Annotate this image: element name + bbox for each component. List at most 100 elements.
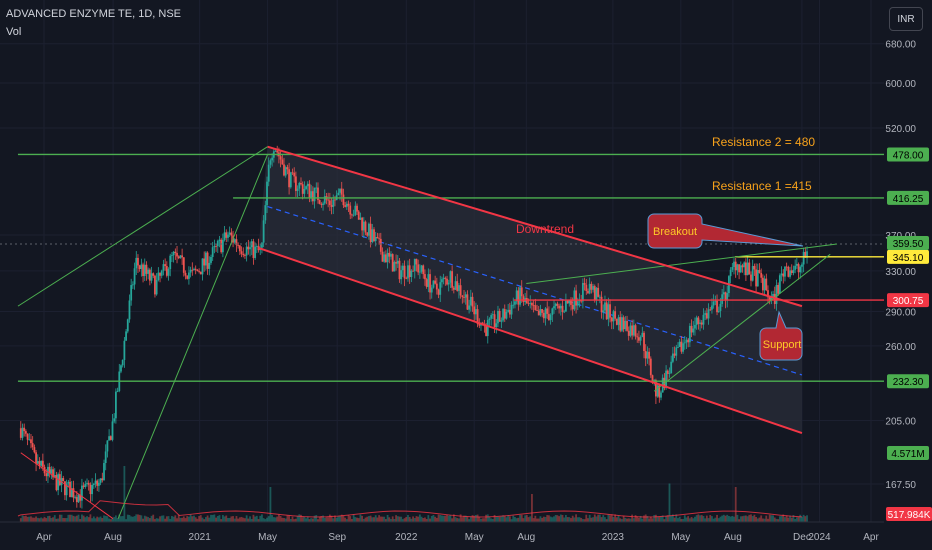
annotation-downtrend[interactable]: Downtrend [516, 222, 574, 236]
candle-body [279, 156, 282, 160]
volume-bar [449, 515, 452, 522]
candle-body [405, 278, 408, 280]
volume-bar [373, 517, 375, 522]
volume-bar [384, 519, 387, 522]
volume-bar [629, 518, 632, 522]
volume-bar [661, 515, 664, 522]
candle-body [660, 392, 662, 398]
trendline-1[interactable] [117, 154, 269, 519]
drawn-lines[interactable] [0, 145, 884, 520]
annotation-resistance-1[interactable]: Resistance 1 =415 [712, 179, 812, 193]
annotations[interactable]: Resistance 2 = 480 Resistance 1 =415 Downt… [516, 135, 815, 361]
last-price-tag[interactable]: 359.50 [893, 239, 924, 250]
volume-tag-red[interactable]: 517.984K [888, 510, 931, 521]
candle-body [498, 310, 501, 322]
candle-body [84, 483, 87, 487]
volume-bar [668, 483, 671, 522]
y-axis[interactable]: 680.00600.00520.00370.00330.00290.00260.… [884, 0, 932, 550]
volume-bar [437, 514, 440, 522]
candle-body [767, 290, 769, 298]
channel-lower-line[interactable] [258, 247, 803, 434]
trendline-2[interactable] [526, 243, 838, 285]
candle-body [381, 251, 384, 262]
x-tick-label: 2021 [189, 532, 212, 543]
volume-bar [609, 515, 611, 522]
candle-body [514, 301, 516, 305]
trendline-0[interactable] [17, 146, 268, 307]
level-tag-345-10-bg[interactable] [887, 249, 929, 264]
level-tag-478-00[interactable]: 478.00 [893, 150, 924, 161]
candle-body [101, 478, 104, 481]
currency-button[interactable]: INR [889, 7, 923, 31]
volume-bar [704, 518, 707, 522]
candle-body [539, 309, 542, 316]
volume-tag-green[interactable]: 4.571M [891, 449, 924, 460]
candle-body [356, 205, 358, 212]
candle-body [398, 260, 401, 280]
volume-bar [765, 515, 768, 522]
candle-body [685, 339, 688, 343]
candle-body [612, 311, 615, 322]
volume-bar [204, 517, 207, 522]
candle-body [602, 310, 605, 313]
volume-tag-red-bg[interactable] [886, 507, 932, 521]
volume-bar [705, 515, 708, 522]
annotation-resistance-2[interactable]: Resistance 2 = 480 [712, 135, 815, 149]
candle-body [21, 427, 24, 438]
candle-body [242, 253, 245, 256]
level-tag-300-75[interactable]: 300.75 [893, 296, 924, 307]
trendline-4[interactable] [20, 452, 114, 520]
level-tag-416-25-bg[interactable] [887, 190, 929, 205]
volume-bar [33, 517, 36, 522]
level-tag-232-30-bg[interactable] [887, 374, 929, 389]
breakout-label[interactable]: Breakout [653, 226, 697, 238]
volume-bar [57, 518, 60, 522]
candle-body [731, 266, 734, 270]
symbol-title[interactable]: ADVANCED ENZYME TE, 1D, NSE [6, 8, 182, 20]
candle-body [441, 279, 443, 283]
candle-body [687, 339, 690, 343]
level-tag-345-10[interactable]: 345.10 [893, 253, 924, 264]
volume-bar [570, 518, 572, 522]
level-tag-478-00-bg[interactable] [887, 147, 929, 162]
level-tag-416-25[interactable]: 416.25 [893, 194, 924, 205]
volume-bar [126, 514, 129, 522]
volume-bar [298, 514, 301, 522]
candle-body [519, 287, 521, 305]
volume-bar [429, 518, 431, 522]
volume-bar [294, 518, 297, 522]
support-label[interactable]: Support [763, 339, 802, 351]
volume-bar [356, 517, 358, 522]
candle-body [705, 313, 708, 319]
volume-bar [147, 517, 150, 522]
candle-body [688, 325, 691, 343]
volume-bar [194, 517, 197, 522]
volume-bar [130, 516, 133, 522]
x-axis[interactable]: Apr Aug 2021 May Sep 2022 May Aug 2023 May Aug Dec2… [0, 521, 932, 550]
candle-body [196, 269, 199, 271]
candle-body [318, 200, 321, 204]
volume-bar [427, 515, 430, 522]
candle-body [712, 301, 715, 306]
trendline-3[interactable] [653, 253, 831, 392]
volume-bar [278, 514, 280, 522]
candle-body [368, 223, 370, 236]
volume-indicator-label[interactable]: Vol [6, 26, 22, 38]
volume-bar [52, 517, 54, 522]
support-callout[interactable] [759, 310, 803, 361]
level-tag-300-75-bg[interactable] [887, 293, 929, 308]
volume-bar [330, 515, 333, 522]
last-price-tag-bg[interactable] [887, 236, 929, 250]
candle-body [98, 482, 100, 486]
breakout-callout[interactable] [647, 213, 804, 249]
volume-tag-green-bg[interactable] [887, 446, 929, 460]
channel-upper-line[interactable] [267, 145, 803, 308]
volume-bar [340, 514, 343, 522]
level-tag-232-30[interactable]: 232.30 [893, 377, 924, 388]
volume-bar [592, 517, 594, 522]
volume-bar [534, 515, 537, 522]
volume-bar [75, 515, 78, 522]
volume-bar [203, 519, 206, 522]
volume-bar [649, 516, 652, 522]
